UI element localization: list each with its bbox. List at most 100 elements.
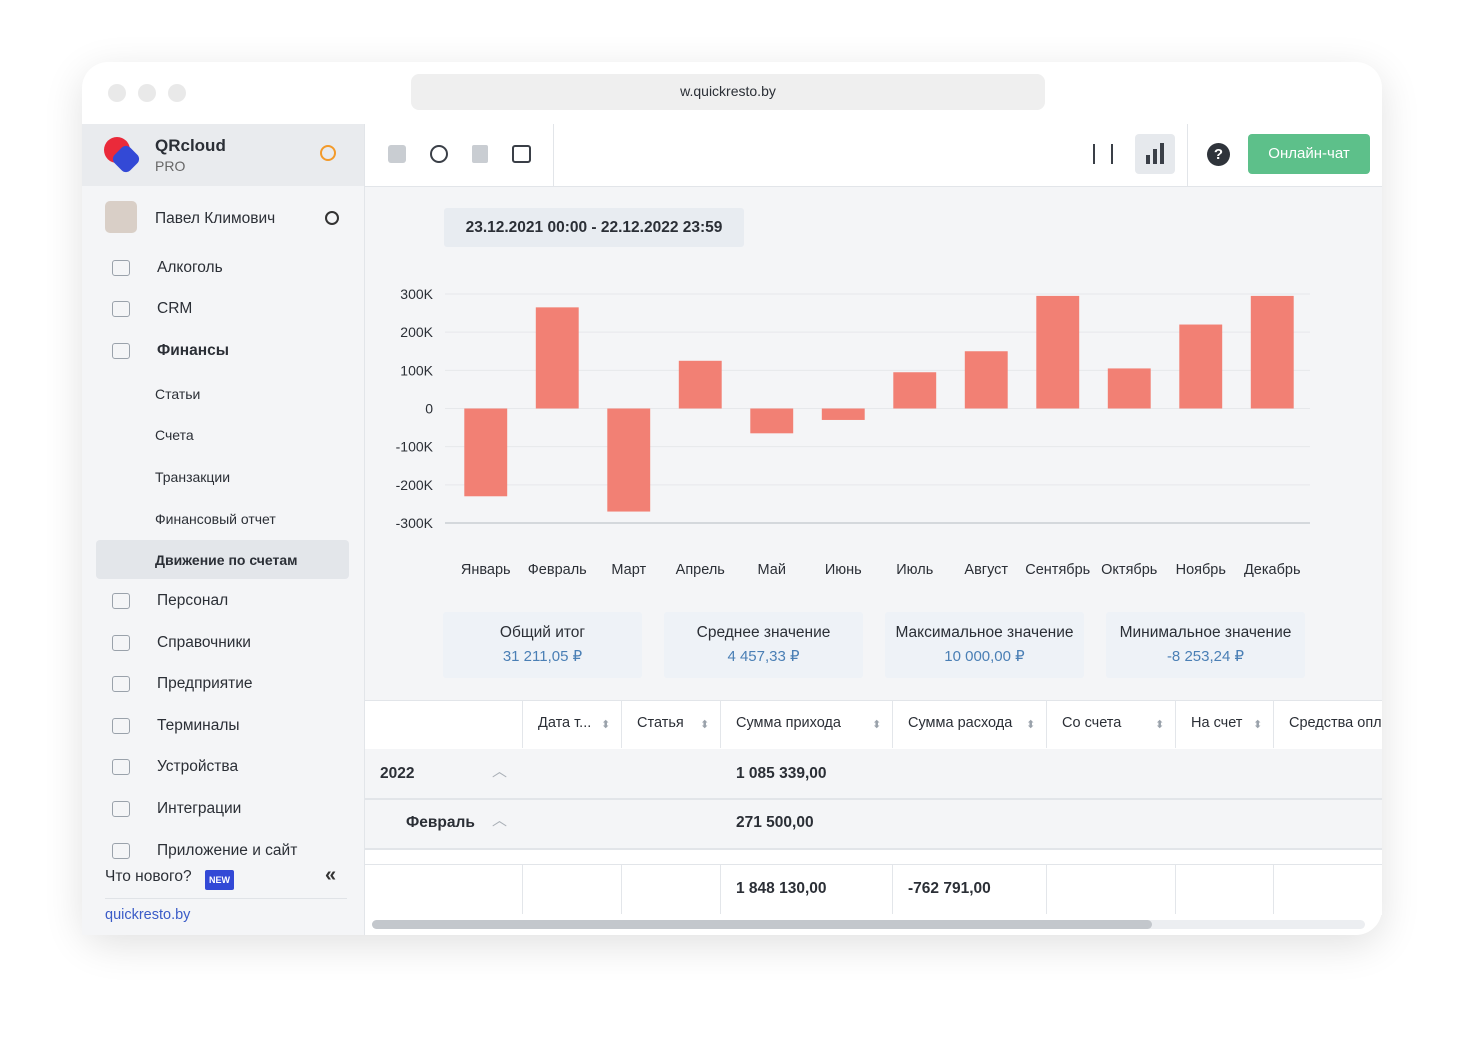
column-header[interactable]: На счет: [1175, 700, 1273, 748]
sort-icon[interactable]: ⬍: [872, 719, 882, 731]
chart: -300K -200K -100K 0 100K 200K 300K Январь Феврал…: [396, 286, 1310, 578]
x-tick-label: Декабрь: [1244, 562, 1301, 578]
chat-button[interactable]: Онлайн-чат: [1248, 134, 1370, 174]
menu-icon: [112, 842, 130, 859]
bar: [464, 408, 508, 497]
cell-border: [1175, 865, 1176, 914]
refresh-button[interactable]: [430, 145, 448, 163]
sort-icon[interactable]: ⬍: [601, 719, 611, 731]
divider: [105, 898, 347, 899]
new-badge: NEW: [205, 870, 234, 890]
window-dot: [108, 84, 126, 102]
menu-item[interactable]: Интеграции: [157, 800, 242, 817]
menu-item[interactable]: Персонал: [157, 592, 229, 609]
cell-border: [892, 865, 893, 914]
group-value: 271 500,00: [736, 814, 814, 831]
submenu-item[interactable]: Транзакции: [155, 469, 231, 485]
menu-item[interactable]: Устройства: [157, 758, 239, 776]
total-value: -762 791,00: [908, 880, 991, 897]
logout-icon[interactable]: [325, 211, 339, 225]
column-header[interactable]: Со счета: [1046, 700, 1175, 748]
summary-value: 31 211,05 ₽: [502, 648, 583, 665]
group-value: 1 085 339,00: [736, 765, 827, 782]
bar: [893, 372, 937, 409]
divider: [553, 124, 554, 186]
y-tick-label: -200K: [396, 477, 434, 493]
scrollbar[interactable]: [372, 920, 1152, 929]
summary-card: Минимальное значение -8 253,24 ₽: [1106, 612, 1305, 678]
menu-icon: [112, 593, 130, 609]
theme-toggle[interactable]: [320, 145, 336, 161]
filter-button[interactable]: [1093, 144, 1113, 164]
y-tick-label: 200K: [400, 324, 433, 340]
menu-item[interactable]: Терминалы: [157, 716, 240, 734]
menu-item[interactable]: Алкоголь: [157, 259, 223, 276]
summary-value: 4 457,33 ₽: [727, 648, 800, 665]
summary-card: Общий итог 31 211,05 ₽: [443, 612, 642, 678]
bar: [678, 360, 722, 409]
date-range[interactable]: 23.12.2021 00:00 - 22.12.2022 23:59: [444, 208, 744, 247]
column-header[interactable]: Сумма расхода: [892, 700, 1046, 748]
bar: [750, 408, 794, 434]
save-button[interactable]: [388, 145, 406, 163]
inbox-button[interactable]: [512, 145, 531, 163]
user-name: Павел Климович: [155, 210, 276, 227]
menu-item[interactable]: CRM: [157, 300, 193, 317]
y-tick-label: -100K: [396, 439, 434, 455]
submenu-item[interactable]: Финансовый отчет: [155, 511, 276, 527]
group-label[interactable]: Февраль: [406, 814, 475, 831]
collapse-icon[interactable]: ︿: [492, 763, 508, 780]
group-row: [365, 749, 1382, 800]
x-tick-label: Июнь: [825, 562, 862, 578]
menu-icon: [112, 759, 130, 776]
whats-new[interactable]: Что нового?: [105, 868, 192, 885]
submenu-item[interactable]: Статьи: [155, 386, 201, 402]
x-tick-label: Февраль: [528, 562, 587, 578]
cell-border: [1273, 865, 1274, 914]
bar: [607, 408, 651, 512]
collapse-icon[interactable]: ︿: [492, 812, 508, 829]
summary-card: Среднее значение 4 457,33 ₽: [664, 612, 863, 678]
menu-icon: [112, 343, 130, 359]
y-tick-label: 100K: [400, 362, 433, 378]
group-label[interactable]: 2022: [380, 765, 415, 782]
copy-button[interactable]: [472, 145, 488, 163]
summary-label: Среднее значение: [696, 624, 831, 641]
summary-card: Максимальное значение 10 000,00 ₽: [885, 612, 1084, 678]
menu-icon: [112, 717, 130, 734]
menu-item[interactable]: Приложение и сайт: [157, 841, 298, 859]
x-tick-label: Июль: [896, 562, 933, 578]
sort-icon[interactable]: ⬍: [700, 719, 710, 731]
chart-icon-bar: [1146, 155, 1150, 164]
submenu-item[interactable]: Счета: [155, 427, 194, 443]
x-tick-label: Август: [964, 562, 1008, 578]
column-header[interactable]: Статья: [621, 700, 720, 748]
x-tick-label: Апрель: [676, 562, 725, 578]
column-header[interactable]: Средства опл: [1273, 700, 1382, 748]
sort-icon[interactable]: ⬍: [1155, 719, 1165, 731]
cell-border: [621, 865, 622, 914]
cell-border: [720, 865, 721, 914]
chart-icon-bar: [1160, 143, 1164, 164]
column-header[interactable]: Сумма прихода: [720, 700, 892, 748]
x-tick-label: Май: [758, 562, 786, 578]
column-header[interactable]: Дата т...: [522, 700, 621, 748]
url-bar[interactable]: w.quickresto.by: [411, 74, 1045, 110]
sort-icon[interactable]: ⬍: [1253, 719, 1263, 731]
menu-item[interactable]: Справочники: [157, 633, 251, 651]
brand-plan: PRO: [155, 158, 186, 174]
collapse-sidebar[interactable]: «: [325, 864, 337, 886]
x-tick-label: Март: [611, 562, 646, 578]
totals-row: [365, 864, 1382, 915]
summary-value: 10 000,00 ₽: [944, 648, 1025, 665]
menu-item[interactable]: Финансы: [157, 342, 229, 359]
window-dot: [138, 84, 156, 102]
chart-icon-bar: [1153, 149, 1157, 164]
x-tick-label: Ноябрь: [1176, 562, 1226, 578]
sort-icon[interactable]: ⬍: [1026, 719, 1036, 731]
menu-item[interactable]: Предприятие: [157, 675, 253, 693]
footer-link[interactable]: quickresto.by: [105, 907, 191, 923]
help-button[interactable]: ?: [1207, 143, 1230, 166]
submenu-item-active[interactable]: Движение по счетам: [155, 552, 298, 568]
